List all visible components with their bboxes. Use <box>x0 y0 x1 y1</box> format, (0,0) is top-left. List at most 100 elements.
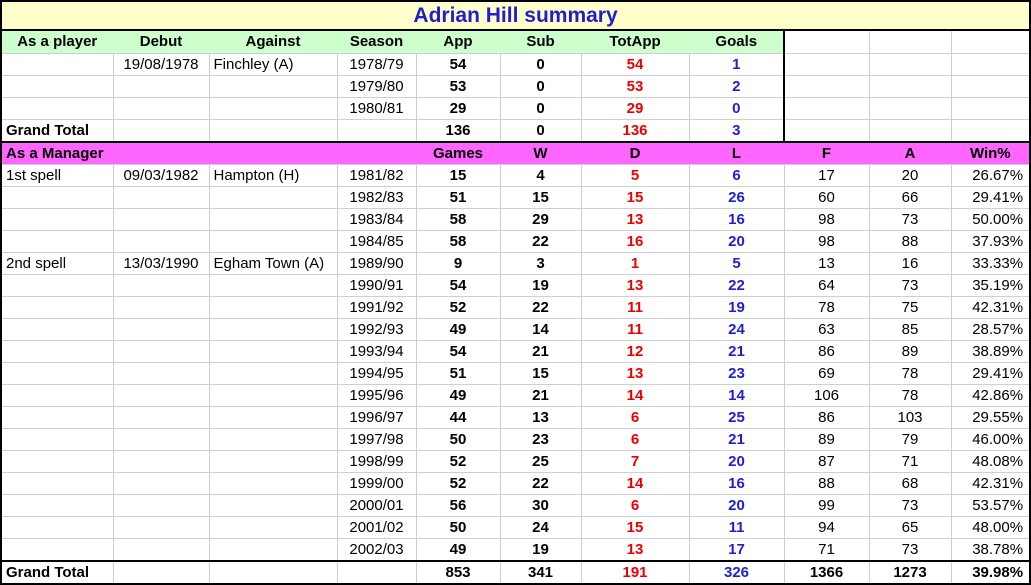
cell-winpct: 37.93% <box>950 230 1031 253</box>
cell-l: 5 <box>688 252 785 275</box>
table-row: 2002/03 49 19 13 17 71 73 38.78% <box>0 538 1031 562</box>
cell-games: 9 <box>415 252 501 275</box>
cell-spell <box>0 340 114 363</box>
cell-a: 75 <box>868 296 952 319</box>
cell-against <box>208 428 338 451</box>
cell-season <box>336 119 417 143</box>
table-row: 1979/80 53 0 53 2 <box>0 75 1031 98</box>
cell-against <box>208 230 338 253</box>
cell-l: 21 <box>688 340 785 363</box>
col-header-season: Season <box>336 29 417 54</box>
cell-totapp: 54 <box>580 53 690 76</box>
cell-winpct: 28.57% <box>950 318 1031 341</box>
cell-spell <box>0 230 114 253</box>
cell-against <box>208 560 338 585</box>
col-header-as-a-player: As a player <box>0 29 114 54</box>
cell-empty <box>783 119 870 143</box>
cell-against <box>208 472 338 495</box>
cell-season: 2000/01 <box>336 494 417 517</box>
cell-sub: 0 <box>499 97 582 120</box>
cell-debut <box>112 296 210 319</box>
cell-a: 73 <box>868 494 952 517</box>
cell-l: 11 <box>688 516 785 539</box>
cell-season: 1999/00 <box>336 472 417 495</box>
cell-l: 24 <box>688 318 785 341</box>
table-row: 19/08/1978 Finchley (A) 1978/79 54 0 54 1 <box>0 53 1031 76</box>
cell-against <box>208 494 338 517</box>
cell-season: 1992/93 <box>336 318 417 341</box>
cell-a: 78 <box>868 384 952 407</box>
cell-a: 103 <box>868 406 952 429</box>
cell-empty <box>868 75 952 98</box>
cell-label <box>0 97 114 120</box>
cell-season: 1995/96 <box>336 384 417 407</box>
cell-totapp: 53 <box>580 75 690 98</box>
cell-sub: 0 <box>499 75 582 98</box>
cell-w: 15 <box>499 362 582 385</box>
cell-d: 11 <box>580 318 690 341</box>
cell-spell: Grand Total <box>0 560 114 585</box>
cell-debut <box>112 340 210 363</box>
cell-debut <box>112 560 210 585</box>
cell-f: 94 <box>783 516 870 539</box>
cell-f: 88 <box>783 472 870 495</box>
table-row: 1983/84 58 29 13 16 98 73 50.00% <box>0 208 1031 231</box>
cell-w: 15 <box>499 186 582 209</box>
cell-l: 17 <box>688 538 785 562</box>
cell-spell <box>0 538 114 562</box>
cell-w: 14 <box>499 318 582 341</box>
cell-debut <box>112 428 210 451</box>
table-row: 1995/96 49 21 14 14 106 78 42.86% <box>0 384 1031 407</box>
cell-w: 23 <box>499 428 582 451</box>
cell-w: 21 <box>499 340 582 363</box>
cell-w: 19 <box>499 274 582 297</box>
cell-debut <box>112 516 210 539</box>
col-header-d: D <box>580 141 690 165</box>
cell-f: 69 <box>783 362 870 385</box>
cell-season: 1984/85 <box>336 230 417 253</box>
cell-a: 88 <box>868 230 952 253</box>
table-row: 1997/98 50 23 6 21 89 79 46.00% <box>0 428 1031 451</box>
cell-empty <box>950 75 1031 98</box>
cell-games: 50 <box>415 428 501 451</box>
table-row: 1992/93 49 14 11 24 63 85 28.57% <box>0 318 1031 341</box>
table-row: 1990/91 54 19 13 22 64 73 35.19% <box>0 274 1031 297</box>
cell-a: 78 <box>868 362 952 385</box>
table-row: 1980/81 29 0 29 0 <box>0 97 1031 120</box>
cell-d: 16 <box>580 230 690 253</box>
empty-cell <box>950 29 1031 54</box>
cell-empty <box>783 53 870 76</box>
table-row: 2001/02 50 24 15 11 94 65 48.00% <box>0 516 1031 539</box>
cell-a: 85 <box>868 318 952 341</box>
cell-d: 13 <box>580 274 690 297</box>
cell-season: 2001/02 <box>336 516 417 539</box>
cell-games: 49 <box>415 318 501 341</box>
cell-debut <box>112 538 210 562</box>
cell-against <box>208 318 338 341</box>
cell-debut: 09/03/1982 <box>112 164 210 187</box>
cell-w: 29 <box>499 208 582 231</box>
table-row: 1999/00 52 22 14 16 88 68 42.31% <box>0 472 1031 495</box>
cell-d: 15 <box>580 186 690 209</box>
cell-against <box>208 208 338 231</box>
cell-w: 341 <box>499 560 582 585</box>
cell-goals: 1 <box>688 53 785 76</box>
cell-app: 53 <box>415 75 501 98</box>
cell-label: Grand Total <box>0 119 114 143</box>
empty-cell <box>868 29 952 54</box>
cell-season: 1980/81 <box>336 97 417 120</box>
cell-l: 19 <box>688 296 785 319</box>
cell-f: 71 <box>783 538 870 562</box>
table-row: 1993/94 54 21 12 21 86 89 38.89% <box>0 340 1031 363</box>
cell-a: 71 <box>868 450 952 473</box>
cell-games: 51 <box>415 362 501 385</box>
cell-f: 78 <box>783 296 870 319</box>
cell-spell <box>0 208 114 231</box>
col-header-totapp: TotApp <box>580 29 690 54</box>
cell-games: 853 <box>415 560 501 585</box>
manager-grand-total-row: Grand Total 853 341 191 326 1366 1273 39.98% <box>0 560 1031 585</box>
cell-a: 73 <box>868 208 952 231</box>
page-title: Adrian Hill summary <box>0 0 1031 31</box>
cell-f: 98 <box>783 230 870 253</box>
cell-season: 1983/84 <box>336 208 417 231</box>
